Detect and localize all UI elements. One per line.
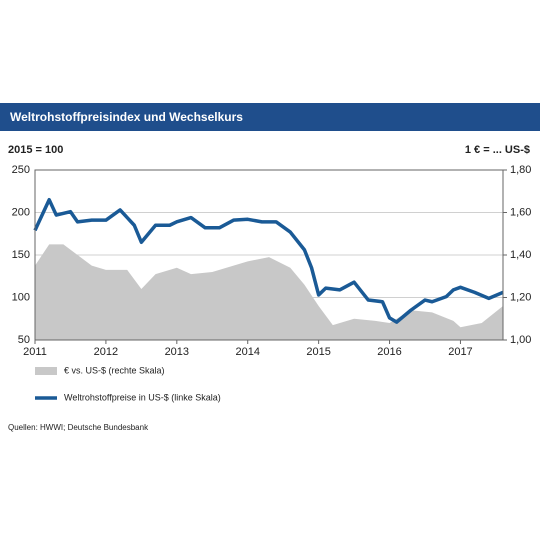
x-tick-label: 2017 (448, 346, 472, 358)
title-bar (0, 103, 540, 131)
y-tick-label: 50 (18, 334, 30, 346)
y-tick-label: 250 (12, 164, 30, 176)
y2-tick-label: 1,80 (510, 164, 531, 176)
x-tick-label: 2013 (165, 346, 189, 358)
line (33, 198, 504, 324)
y2-tick-label: 1,20 (510, 291, 531, 303)
x-tick-label: 2012 (94, 346, 118, 358)
legend-swatch (35, 367, 57, 375)
chart-title: Weltrohstoffpreisindex und Wechselkurs (10, 110, 243, 124)
left-axis-label: 2015 = 100 (8, 144, 63, 156)
x-tick-label: 2015 (306, 346, 330, 358)
y2-tick-label: 1,60 (510, 206, 531, 218)
legend-label: Weltrohstoffpreise in US-$ (linke Skala) (64, 392, 221, 402)
right-axis-label: 1 € = ... US-$ (465, 144, 530, 156)
y-tick-label: 200 (12, 206, 30, 218)
source-note: Quellen: HWWI; Deutsche Bundesbank (8, 423, 149, 432)
plot-frame (34, 169, 504, 341)
legend-label: € vs. US-$ (rechte Skala) (64, 365, 165, 375)
y-tick-label: 150 (12, 249, 30, 261)
y2-tick-label: 1,40 (510, 249, 531, 261)
x-tick-label: 2011 (23, 346, 47, 358)
x-tick-label: 2016 (377, 346, 401, 358)
y-tick-label: 100 (12, 291, 30, 303)
y2-tick-label: 1,00 (510, 334, 531, 346)
area (35, 244, 503, 340)
x-tick-label: 2014 (235, 346, 259, 358)
